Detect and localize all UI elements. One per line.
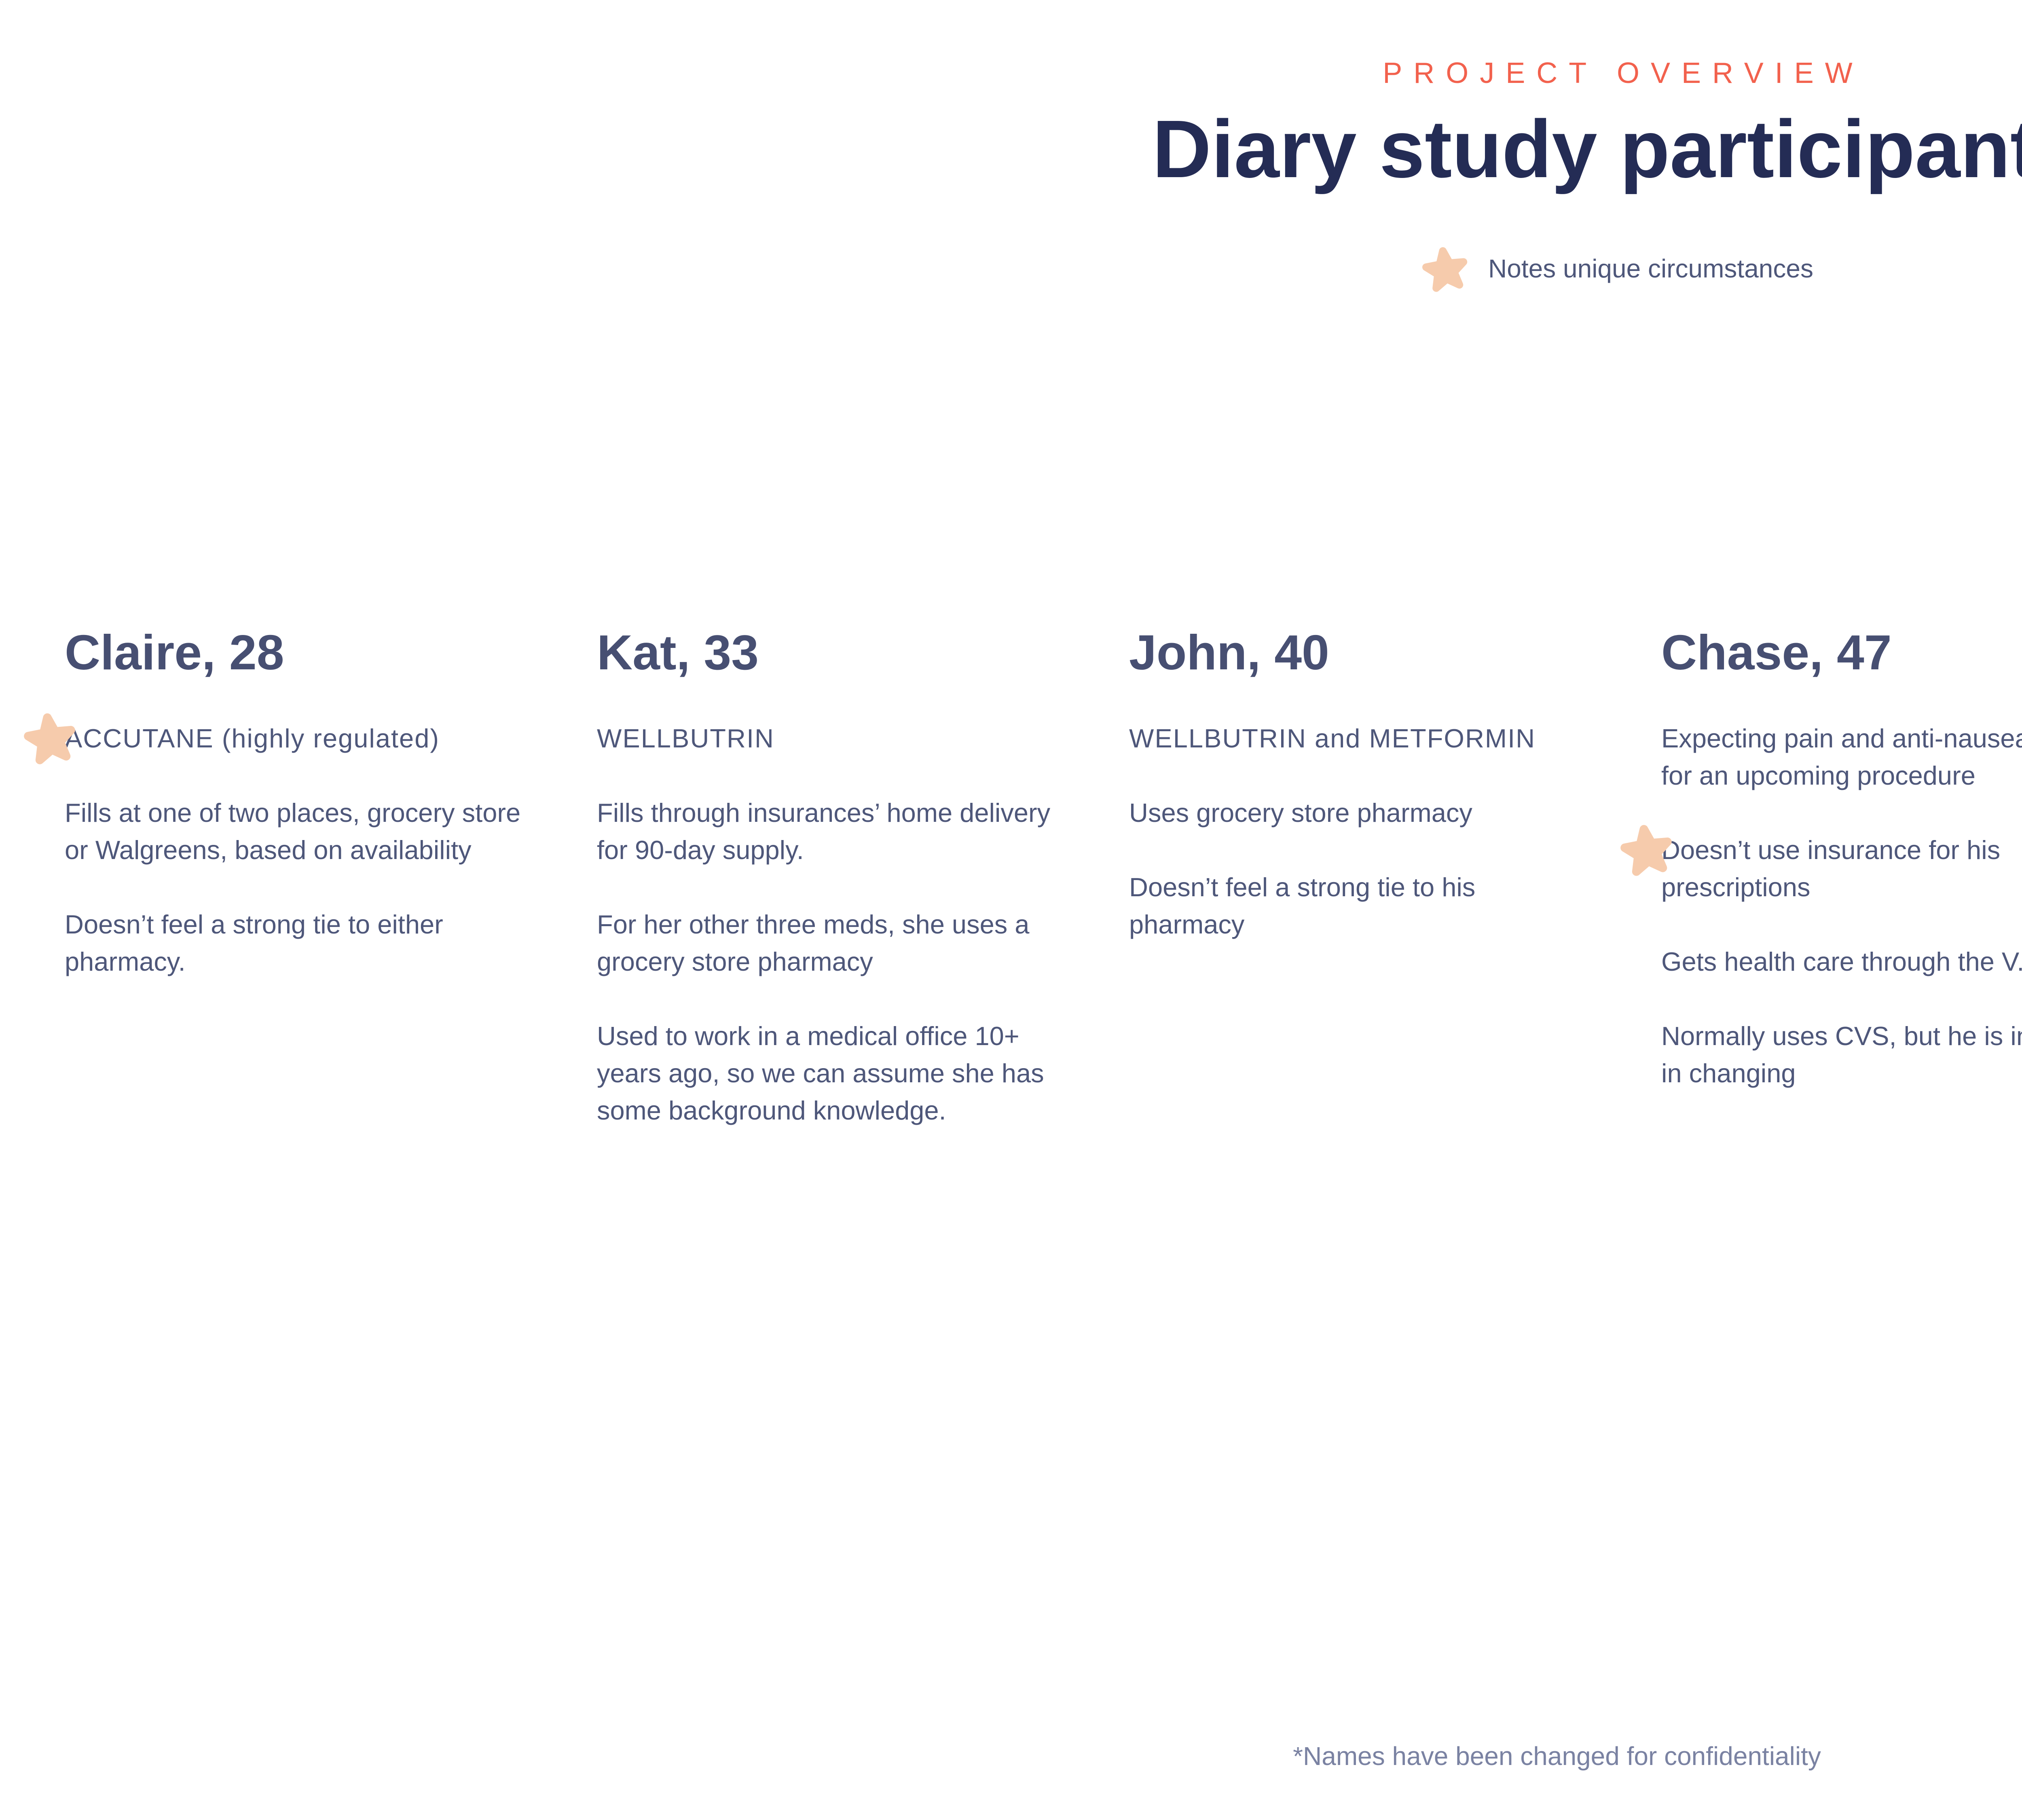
- paragraph-text: Normally uses CVS, but he is interested …: [1661, 1021, 2022, 1088]
- participants-grid: Claire, 28 ACCUTANE (highly regulated) Fi…: [24, 623, 2022, 1166]
- paragraph-text: Doesn’t feel a strong tie to his pharmac…: [1129, 872, 1476, 939]
- paragraph-text: Expecting pain and anti-nausea meds for …: [1661, 724, 2022, 790]
- participant-paragraphs: WELLBUTRIN Fills through insurances’ home…: [597, 720, 1062, 1129]
- participant-paragraphs: ACCUTANE (highly regulated) Fills at one …: [24, 713, 530, 980]
- paragraph-text: Fills at one of two places, grocery stor…: [65, 798, 521, 865]
- paragraph-text: WELLBUTRIN: [597, 724, 774, 753]
- participant-paragraph: Used to work in a medical office 10+ yea…: [597, 1018, 1062, 1129]
- participant-paragraphs: WELLBUTRIN and METFORMIN Uses grocery sto…: [1129, 720, 1594, 943]
- participant-paragraph: ACCUTANE (highly regulated): [24, 713, 530, 764]
- paragraph-text: Uses grocery store pharmacy: [1129, 798, 1472, 827]
- participant-paragraph: Doesn’t feel a strong tie to his pharmac…: [1129, 869, 1594, 943]
- participant-column: Claire, 28 ACCUTANE (highly regulated) Fi…: [24, 623, 530, 1166]
- paragraph-text: WELLBUTRIN and METFORMIN: [1129, 724, 1536, 753]
- paragraph-text: Used to work in a medical office 10+ yea…: [597, 1021, 1044, 1125]
- participant-column: Kat, 33 WELLBUTRIN Fills through insuranc…: [597, 623, 1062, 1166]
- participant-name: John, 40: [1129, 625, 1329, 680]
- participant-paragraph: Fills at one of two places, grocery stor…: [65, 794, 530, 869]
- paragraph-text: Doesn’t feel a strong tie to either phar…: [65, 910, 443, 976]
- legend-label: Notes unique circumstances: [1488, 254, 1813, 283]
- participant-paragraph: Gets health care through the V.A.: [1661, 943, 2022, 980]
- paragraph-text: Fills through insurances’ home delivery …: [597, 798, 1051, 865]
- participant-paragraph: WELLBUTRIN: [597, 720, 1062, 757]
- eyebrow-label: PROJECT OVERVIEW: [1383, 57, 1864, 89]
- participant-paragraph: WELLBUTRIN and METFORMIN: [1129, 720, 1594, 757]
- paragraph-text: ACCUTANE (highly regulated): [65, 724, 440, 753]
- participant-name: Kat, 33: [597, 625, 759, 680]
- star-icon: [1620, 823, 1673, 876]
- participant-paragraph: Normally uses CVS, but he is interested …: [1661, 1018, 2022, 1092]
- participant-name: Chase, 47: [1661, 625, 1892, 680]
- participant-name: Claire, 28: [65, 625, 284, 680]
- star-icon: [23, 711, 77, 764]
- star-legend: Notes unique circumstances: [0, 245, 2022, 292]
- footer-note: *Names have been changed for confidentia…: [1293, 1742, 1821, 1771]
- paragraph-text: For her other three meds, she uses a gro…: [597, 910, 1030, 976]
- participant-paragraph: Uses grocery store pharmacy: [1129, 794, 1594, 832]
- participant-column: John, 40 WELLBUTRIN and METFORMIN Uses gr…: [1129, 623, 1594, 1166]
- participant-paragraph: Expecting pain and anti-nausea meds for …: [1661, 720, 2022, 794]
- participant-column: Chase, 47 Expecting pain and anti-nausea…: [1620, 623, 2022, 1166]
- paragraph-text: Gets health care through the V.A.: [1661, 947, 2022, 976]
- slide-header: PROJECT OVERVIEW Diary study participant…: [0, 57, 2022, 292]
- participant-paragraph: For her other three meds, she uses a gro…: [597, 906, 1062, 980]
- participant-paragraph: Doesn’t feel a strong tie to either phar…: [65, 906, 530, 980]
- star-icon: [1422, 245, 1469, 292]
- participant-paragraph: Fills through insurances’ home delivery …: [597, 794, 1062, 869]
- page-title: Diary study participants: [1152, 103, 2022, 195]
- participant-paragraphs: Expecting pain and anti-nausea meds for …: [1620, 720, 2022, 1092]
- participant-paragraph: Doesn’t use insurance for his prescripti…: [1620, 825, 2022, 906]
- paragraph-text: Doesn’t use insurance for his prescripti…: [1661, 835, 2001, 902]
